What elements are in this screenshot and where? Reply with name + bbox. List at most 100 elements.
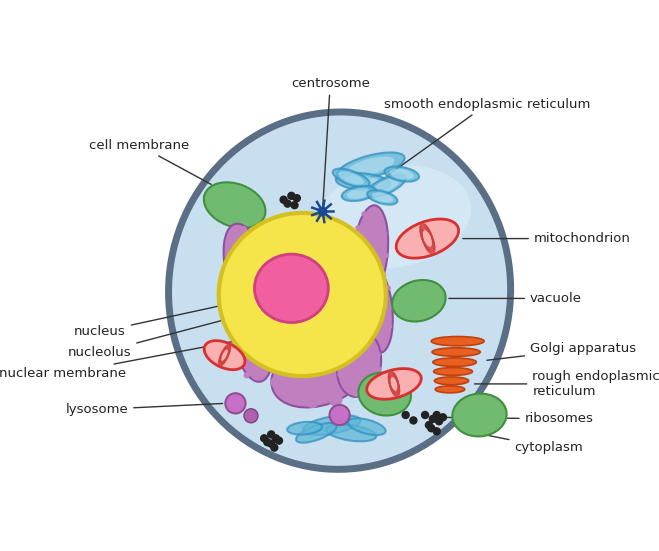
Ellipse shape	[396, 219, 459, 258]
Circle shape	[241, 226, 246, 232]
Circle shape	[428, 425, 435, 431]
Circle shape	[244, 373, 249, 378]
Ellipse shape	[348, 418, 386, 435]
Circle shape	[256, 297, 261, 301]
Ellipse shape	[333, 169, 370, 187]
Ellipse shape	[169, 112, 511, 469]
Circle shape	[225, 393, 246, 413]
Circle shape	[291, 202, 298, 209]
Circle shape	[436, 418, 443, 425]
Circle shape	[270, 361, 281, 373]
Ellipse shape	[317, 165, 471, 268]
Ellipse shape	[372, 192, 393, 202]
Circle shape	[293, 195, 301, 202]
Ellipse shape	[384, 166, 419, 182]
Circle shape	[384, 253, 388, 257]
Circle shape	[267, 349, 272, 354]
Circle shape	[360, 284, 364, 288]
Circle shape	[244, 409, 258, 423]
Circle shape	[288, 192, 295, 199]
Circle shape	[322, 337, 334, 349]
Circle shape	[275, 437, 283, 444]
Circle shape	[261, 435, 268, 442]
Circle shape	[372, 381, 377, 386]
Circle shape	[433, 412, 440, 419]
Circle shape	[440, 414, 446, 421]
Ellipse shape	[337, 332, 381, 397]
Circle shape	[268, 328, 272, 333]
Circle shape	[374, 270, 378, 274]
Circle shape	[367, 277, 371, 280]
Circle shape	[251, 226, 256, 232]
Circle shape	[433, 428, 440, 435]
Text: nuclear membrane: nuclear membrane	[0, 342, 232, 380]
Circle shape	[422, 412, 428, 419]
Ellipse shape	[296, 423, 337, 442]
Circle shape	[363, 390, 368, 395]
Ellipse shape	[344, 176, 382, 188]
Ellipse shape	[223, 224, 273, 326]
Circle shape	[343, 344, 355, 356]
Circle shape	[264, 439, 271, 446]
Ellipse shape	[342, 186, 376, 201]
Circle shape	[349, 385, 361, 397]
Circle shape	[232, 306, 237, 311]
Circle shape	[253, 375, 258, 380]
Text: Golgi apparatus: Golgi apparatus	[487, 342, 636, 360]
Ellipse shape	[432, 348, 480, 356]
Text: cytoplasm: cytoplasm	[467, 431, 583, 454]
Circle shape	[353, 246, 357, 250]
Circle shape	[357, 356, 369, 368]
Circle shape	[389, 305, 393, 309]
Circle shape	[260, 306, 265, 311]
Circle shape	[381, 273, 385, 277]
Ellipse shape	[434, 377, 469, 385]
Circle shape	[241, 318, 246, 323]
Circle shape	[272, 435, 279, 442]
Circle shape	[376, 367, 381, 372]
Circle shape	[284, 200, 291, 207]
Text: centrosome: centrosome	[291, 77, 370, 209]
Circle shape	[265, 260, 270, 266]
Ellipse shape	[367, 190, 397, 204]
Text: nucleus: nucleus	[74, 299, 251, 338]
Circle shape	[375, 288, 379, 292]
Ellipse shape	[338, 171, 364, 185]
Text: nucleolus: nucleolus	[68, 307, 273, 359]
Circle shape	[356, 226, 360, 230]
Ellipse shape	[389, 169, 414, 180]
Circle shape	[364, 330, 367, 334]
Ellipse shape	[254, 254, 328, 322]
Circle shape	[227, 285, 233, 290]
Circle shape	[234, 321, 239, 326]
Circle shape	[369, 343, 373, 347]
Circle shape	[260, 239, 265, 244]
Circle shape	[359, 371, 371, 383]
Circle shape	[247, 295, 252, 300]
Text: vacuole: vacuole	[449, 292, 582, 305]
Text: lysosome: lysosome	[65, 403, 223, 416]
Circle shape	[360, 333, 365, 338]
Ellipse shape	[433, 358, 476, 366]
Ellipse shape	[431, 337, 484, 346]
Circle shape	[353, 391, 358, 396]
Circle shape	[239, 304, 244, 309]
Ellipse shape	[435, 386, 465, 393]
Ellipse shape	[272, 337, 369, 407]
Circle shape	[361, 311, 365, 315]
Ellipse shape	[287, 422, 322, 435]
Circle shape	[262, 366, 266, 371]
Ellipse shape	[452, 393, 507, 436]
Ellipse shape	[347, 188, 371, 199]
Ellipse shape	[232, 293, 273, 382]
Circle shape	[386, 286, 390, 290]
Circle shape	[402, 412, 409, 419]
Circle shape	[251, 318, 256, 323]
Circle shape	[430, 415, 436, 423]
Ellipse shape	[337, 153, 405, 180]
Circle shape	[299, 338, 310, 351]
Text: cell membrane: cell membrane	[89, 139, 212, 185]
Ellipse shape	[353, 206, 388, 298]
Text: mitochondrion: mitochondrion	[463, 232, 631, 245]
Circle shape	[237, 361, 241, 366]
